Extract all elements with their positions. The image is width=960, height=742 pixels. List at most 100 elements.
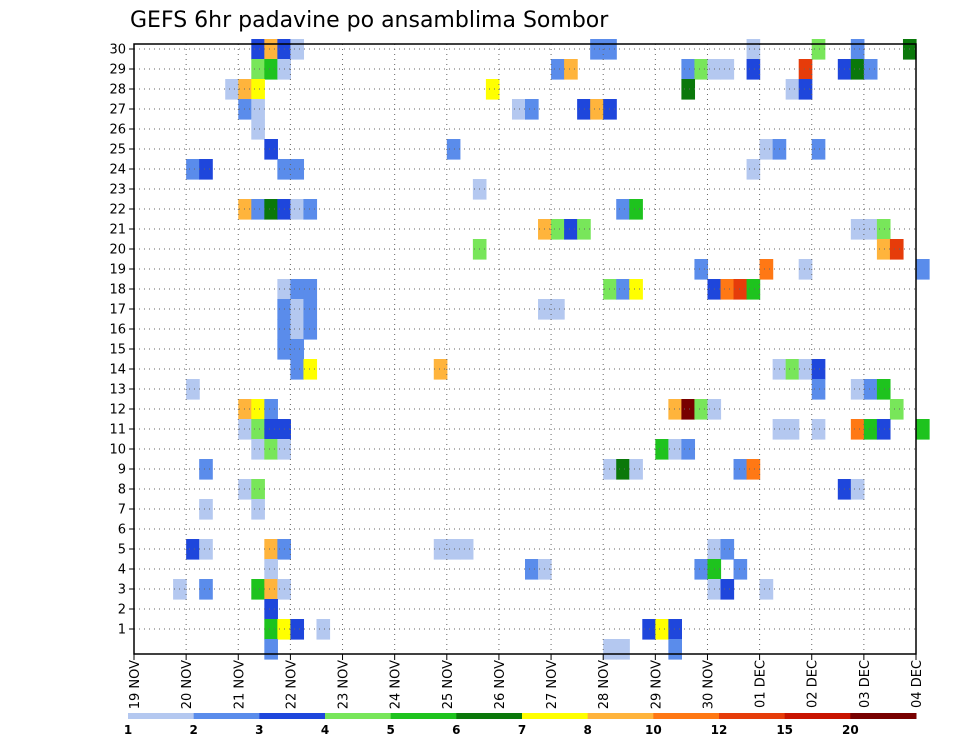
heatmap-cell [264, 139, 278, 160]
heatmap-cell [850, 419, 865, 440]
heatmap-cell [264, 419, 278, 440]
heatmap-cell [290, 39, 305, 60]
heatmap-cell [850, 379, 865, 400]
heatmap-cell [251, 479, 265, 500]
heatmap-cell [551, 59, 565, 80]
legend-swatch [653, 713, 720, 719]
heatmap-cell [889, 399, 904, 420]
chart-title: GEFS 6hr padavine po ansamblima Sombor [130, 8, 609, 33]
y-tick-label: 22 [109, 203, 126, 218]
legend-swatch [325, 713, 392, 719]
heatmap-cell [798, 59, 813, 80]
heatmap-cell [733, 459, 748, 480]
legend-label: 15 [776, 723, 793, 737]
heatmap-cell [186, 539, 200, 560]
y-tick-label: 21 [109, 223, 126, 238]
heatmap-cell [590, 99, 604, 120]
heatmap-cell [525, 559, 539, 580]
heatmap-cell [785, 79, 800, 100]
y-tick-label: 15 [109, 343, 126, 358]
heatmap-cell [863, 219, 878, 240]
y-tick-label: 3 [118, 583, 126, 598]
heatmap-cell [511, 99, 526, 120]
heatmap-cell [551, 299, 565, 320]
heatmap-cell [264, 559, 278, 580]
heatmap-cell [251, 439, 265, 460]
heatmap-cell [603, 279, 617, 300]
heatmap-cell [564, 219, 578, 240]
heatmap-cell [264, 579, 278, 600]
heatmap-cell [290, 339, 305, 360]
heatmap-cell [681, 399, 696, 420]
legend-label: 3 [255, 723, 263, 737]
y-tick-label: 14 [109, 363, 126, 378]
y-tick-label: 27 [109, 103, 126, 118]
heatmap-cell [238, 419, 252, 440]
heatmap-cell [446, 539, 461, 560]
heatmap-cell [290, 159, 305, 180]
heatmap-cell [264, 439, 278, 460]
heatmap-cell [694, 399, 709, 420]
heatmap-cell [694, 59, 709, 80]
heatmap-cell [720, 539, 735, 560]
heatmap-cell [876, 379, 891, 400]
legend-swatch [522, 713, 589, 719]
x-tick-label: 22 NOV [284, 660, 299, 709]
y-tick-label: 5 [118, 543, 126, 558]
heatmap-cell [303, 299, 318, 320]
heatmap-cell [720, 59, 735, 80]
y-tick-label: 30 [109, 43, 126, 58]
heatmap-cell [303, 359, 318, 380]
heatmap-cell [264, 39, 278, 60]
heatmap-cell [316, 619, 331, 640]
heatmap-cell [459, 539, 474, 560]
heatmap-cell [850, 219, 865, 240]
heatmap-cell [603, 459, 617, 480]
x-tick-label: 29 NOV [649, 660, 664, 709]
heatmap-cell [303, 319, 318, 340]
heatmap-cell [668, 619, 682, 640]
heatmap-cell [629, 459, 643, 480]
legend-label: 10 [645, 723, 662, 737]
x-tick-label: 03 DEC [858, 660, 873, 708]
legend-swatch [390, 713, 457, 719]
y-tick-label: 7 [118, 503, 126, 518]
heatmap-cell [251, 199, 265, 220]
heatmap-cell [264, 399, 278, 420]
legend-swatch [719, 713, 786, 719]
heatmap-cell [199, 539, 213, 560]
heatmap-cell [720, 279, 735, 300]
x-tick-label: 02 DEC [806, 660, 821, 708]
y-tick-label: 12 [109, 403, 126, 418]
grid-layer [134, 44, 916, 654]
heatmap-cell [199, 159, 213, 180]
heatmap-cell [251, 59, 265, 80]
x-tick-label: 23 NOV [337, 660, 352, 709]
heatmap-cell [681, 59, 696, 80]
heatmap-cell [225, 79, 239, 100]
legend-swatch [456, 713, 523, 719]
heatmap-cell [290, 299, 305, 320]
heatmap-cell [616, 199, 630, 220]
y-tick-label: 13 [109, 383, 126, 398]
heatmap-cell [433, 359, 448, 380]
heatmap-cell [785, 419, 800, 440]
color-legend: 1 2 3 4 5 6 7 8 10 12 15 20 [124, 713, 917, 737]
heatmap-cell [759, 139, 774, 160]
heatmap-cell [811, 139, 826, 160]
heatmap-cell [811, 39, 826, 60]
y-tick-label: 4 [118, 563, 126, 578]
legend-label: 12 [711, 723, 728, 737]
heatmap-cell [876, 239, 891, 260]
heatmap-cell [251, 99, 265, 120]
y-axis: 1234567891011121314151617181920212223242… [109, 43, 134, 638]
y-tick-label: 9 [118, 463, 126, 478]
heatmap-cell [668, 439, 682, 460]
heatmap-cell [264, 199, 278, 220]
heatmap-cell [525, 99, 539, 120]
x-tick-label: 30 NOV [702, 660, 717, 709]
heatmap-cell [238, 99, 252, 120]
legend-label: 8 [583, 723, 591, 737]
heatmap-cell [863, 379, 878, 400]
